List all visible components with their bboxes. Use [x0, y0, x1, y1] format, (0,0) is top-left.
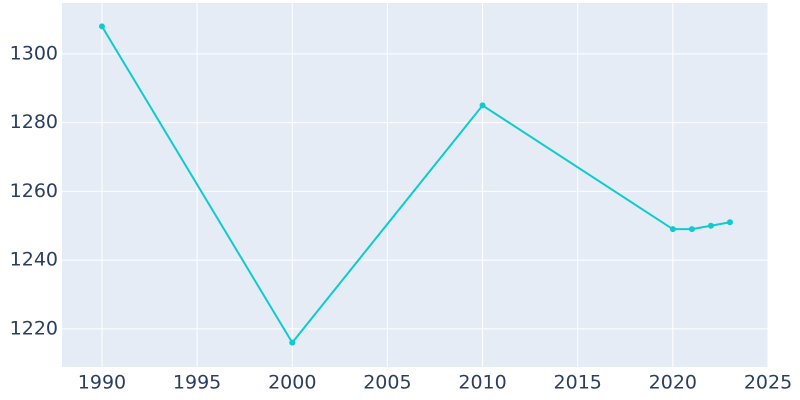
x-tick-label: 1990: [78, 372, 126, 394]
plot-background: [62, 3, 768, 367]
point: [669, 226, 676, 233]
point: [98, 23, 105, 30]
x-tick-label: 2020: [649, 372, 697, 394]
point: [289, 339, 296, 346]
y-tick-label: 1280: [10, 111, 58, 133]
y-tick-label: 1300: [10, 42, 58, 64]
x-tick-label: 2010: [458, 372, 506, 394]
x-tick-label: 2000: [268, 372, 316, 394]
y-tick-label: 1260: [10, 180, 58, 202]
x-tick-label: 1995: [173, 372, 221, 394]
x-tick-label: 2025: [744, 372, 792, 394]
y-tick-label: 1220: [10, 317, 58, 339]
y-tick-label: 1240: [10, 249, 58, 271]
point: [707, 222, 714, 229]
point: [479, 102, 486, 109]
point: [726, 219, 733, 226]
x-tick-label: 2015: [554, 372, 602, 394]
point: [688, 226, 695, 233]
x-tick-label: 2005: [363, 372, 411, 394]
